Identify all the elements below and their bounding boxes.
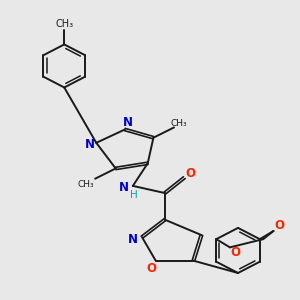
Text: O: O bbox=[185, 167, 195, 180]
Text: O: O bbox=[146, 262, 156, 275]
Text: CH₃: CH₃ bbox=[170, 119, 187, 128]
Text: N: N bbox=[128, 233, 138, 246]
Text: N: N bbox=[84, 138, 94, 152]
Text: N: N bbox=[123, 116, 133, 129]
Text: CH₃: CH₃ bbox=[78, 180, 94, 189]
Text: O: O bbox=[231, 246, 241, 259]
Text: N: N bbox=[119, 182, 129, 194]
Text: O: O bbox=[274, 219, 284, 232]
Text: H: H bbox=[130, 190, 138, 200]
Text: CH₃: CH₃ bbox=[55, 19, 73, 29]
